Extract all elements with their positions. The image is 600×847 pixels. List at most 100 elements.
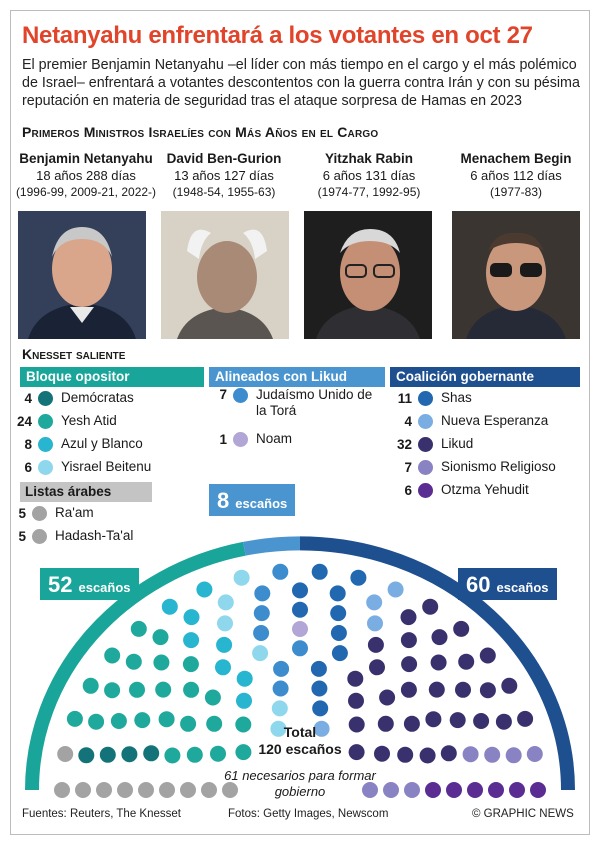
party-seats: 24 [16,413,32,429]
party-democratas: 4 Demócratas [14,387,134,409]
party-color-dot [38,436,53,452]
pm-name: Menachem Begin [460,151,572,166]
seat-dot [236,692,252,709]
seat-dot [387,581,404,598]
seat-dot [273,660,290,677]
bloc-coalition-header: Coalición gobernante [390,367,580,387]
seat-dot [331,645,348,662]
seat-dot [462,746,479,763]
seat-dot [82,677,99,694]
netanyahu-photo [18,211,146,339]
party-nueva-esperanza: 4 Nueva Esperanza [394,410,548,432]
seat-dot [530,782,546,798]
seat-dot [104,647,121,664]
party-likud: 32 Likud [394,433,473,455]
seat-dot [235,744,252,761]
seat-dot [272,563,289,580]
party-seats: 4 [404,413,412,429]
seat-dot [183,681,200,698]
seat-dot [180,715,197,732]
seat-dot [180,782,196,798]
opposition-arc [25,541,246,791]
seat-dot [401,656,418,673]
seat-dot [397,746,414,763]
seat-dot [75,782,91,798]
pm-netanyahu: Benjamin Netanyahu 18 años 288 días (199… [12,150,160,201]
seat-dot [350,569,367,586]
seat-dot [217,594,234,611]
seat-dot [419,747,436,764]
seat-dot [404,782,420,798]
party-seats: 1 [219,431,227,447]
seat-dot [138,782,154,798]
seat-dot [362,782,378,798]
party-color-dot [32,505,47,521]
seat-dot [383,782,399,798]
party-name: Yisrael Beitenu [61,459,152,474]
seat-dot [130,620,147,637]
party-name: Yesh Atid [61,413,117,428]
seat-dot [96,782,112,798]
pm-terms: (1977-83) [489,185,543,199]
coalition-seats-callout: 60 escaños [458,568,557,600]
seat-dot [449,712,466,729]
party-seats: 7 [219,387,227,402]
seat-dot [292,621,308,637]
callout-value: 8 [217,488,230,513]
aligned-arc [242,536,301,556]
party-raam: 5 Ra'am [8,502,94,524]
seat-dot [216,636,233,653]
party-name: Nueva Esperanza [441,413,549,428]
pm-terms: (1948-54, 1955-63) [172,185,276,199]
party-name: Judaísmo Unido de la Torá [256,387,373,418]
graphic-frame [10,10,590,835]
seat-dot [233,569,250,586]
party-name: Likud [441,436,474,451]
party-seats: 11 [397,390,412,406]
seat-dot [479,682,496,699]
seat-dot [313,720,330,737]
seat-dot [182,656,199,673]
party-color-dot [418,482,433,498]
party-azul-y-blanco: 8 Azul y Blanco [14,433,143,455]
seat-dot [292,640,308,657]
seat-dot [183,609,200,626]
pm-begin: Menachem Begin 6 años 112 días (1977-83) [442,150,590,201]
sources-credit: Fuentes: Reuters, The Knesset [22,808,181,820]
coalition-arc [299,536,575,791]
intro-text: El premier Benjamin Netanyahu –el líder … [22,57,580,109]
party-judaismo-unido: 7 Judaísmo Unido de la Torá [209,387,376,421]
seat-dot [455,681,471,698]
seat-dot [458,653,475,670]
seat-dot [517,710,534,727]
majority-note: 61 necesarios para formar gobierno [224,768,376,799]
seat-dot [99,746,116,763]
seat-dot [271,700,288,717]
seat-dot [430,654,447,671]
party-color-dot [418,459,433,475]
party-seats: 4 [24,390,32,406]
seat-dot [88,713,105,730]
seat-dot [186,746,203,763]
seat-dot [446,782,462,798]
party-name: Shas [441,390,472,405]
party-color-dot [38,459,53,475]
total-value: 120 escaños [258,741,342,757]
seat-dot [366,594,383,611]
seat-dot [155,681,172,698]
party-name: Ra'am [55,505,94,520]
seat-dot [117,782,133,798]
seat-dot [367,636,384,653]
seat-dot [235,716,252,733]
seat-dot [400,609,417,626]
seat-dot [440,745,457,762]
seat-dot [236,670,253,687]
seat-dot [422,598,439,615]
seat-dot [431,629,448,646]
bloc-opposition-header: Bloque opositor [20,367,204,387]
seat-dot [425,782,441,798]
seat-dot [215,659,231,676]
seat-dot [403,715,420,732]
seat-dot [201,782,217,798]
pm-name: Yitzhak Rabin [324,151,413,166]
